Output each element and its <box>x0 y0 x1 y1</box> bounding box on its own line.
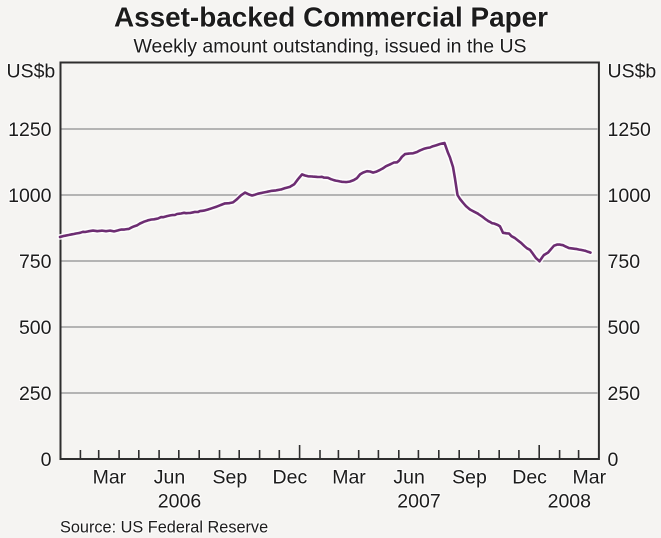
svg-text:Sep: Sep <box>452 467 487 489</box>
svg-text:Asset-backed Commercial Paper: Asset-backed Commercial Paper <box>114 2 548 33</box>
svg-text:Jun: Jun <box>154 467 185 489</box>
svg-text:500: 500 <box>19 317 52 339</box>
svg-text:Dec: Dec <box>273 467 308 489</box>
svg-text:Source: US Federal Reserve: Source: US Federal Reserve <box>60 519 268 537</box>
svg-text:250: 250 <box>608 383 641 405</box>
svg-text:0: 0 <box>608 449 619 471</box>
svg-text:Sep: Sep <box>213 467 248 489</box>
svg-text:500: 500 <box>608 317 641 339</box>
svg-text:1000: 1000 <box>8 185 52 207</box>
svg-text:2007: 2007 <box>397 491 440 513</box>
svg-text:Mar: Mar <box>93 467 127 489</box>
svg-text:250: 250 <box>19 383 52 405</box>
svg-text:US$b: US$b <box>608 61 657 83</box>
svg-text:0: 0 <box>41 449 52 471</box>
svg-text:1000: 1000 <box>608 185 652 207</box>
svg-text:750: 750 <box>608 251 641 273</box>
svg-text:Dec: Dec <box>512 467 547 489</box>
svg-text:Weekly amount outstanding, iss: Weekly amount outstanding, issued in the… <box>133 36 526 58</box>
svg-text:Mar: Mar <box>332 467 366 489</box>
svg-text:1250: 1250 <box>608 119 652 141</box>
svg-text:2008: 2008 <box>548 491 591 513</box>
svg-text:Jun: Jun <box>393 467 424 489</box>
svg-text:Mar: Mar <box>573 467 607 489</box>
svg-text:750: 750 <box>19 251 52 273</box>
svg-text:2006: 2006 <box>158 491 201 513</box>
svg-text:1250: 1250 <box>8 119 52 141</box>
svg-text:US$b: US$b <box>7 61 56 83</box>
